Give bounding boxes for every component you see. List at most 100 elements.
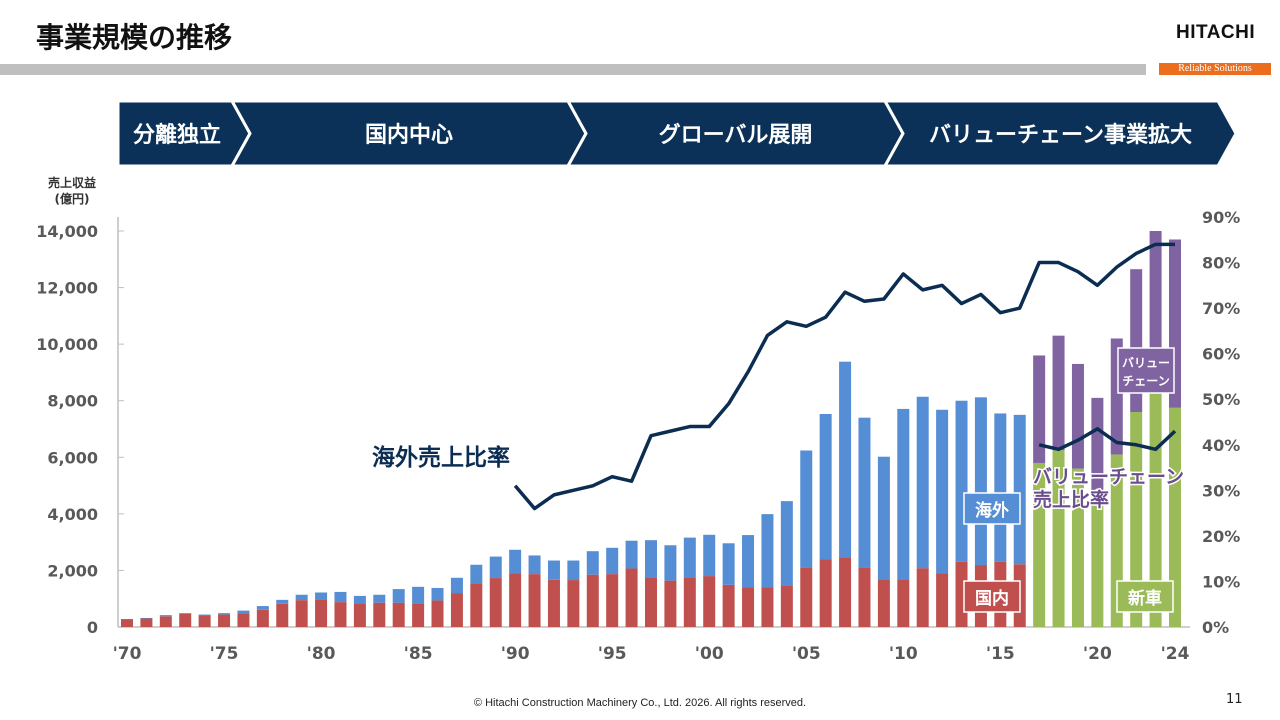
y2-tick-label: 30% <box>1202 481 1240 500</box>
value-chain-ratio-label-1: バリューチェーン <box>1033 466 1184 488</box>
x-tick-label: '24 <box>1161 644 1190 664</box>
bar-domestic <box>295 600 308 627</box>
phase-label: グローバル展開 <box>659 122 813 148</box>
bar-overseas <box>780 501 793 586</box>
y2-tick-label: 20% <box>1202 527 1240 546</box>
bar-overseas <box>373 594 386 603</box>
bar-new-machine <box>1149 392 1162 627</box>
value-chain-legend-label-2: チェーン <box>1122 374 1169 388</box>
bar-new-machine <box>1033 462 1046 627</box>
copyright: © Hitachi Construction Machinery Co., Lt… <box>473 697 807 709</box>
page-title: 事業規模の推移 <box>36 21 233 54</box>
bar-overseas <box>819 414 832 560</box>
bar-overseas <box>353 595 366 604</box>
phase-chevron <box>882 99 1238 168</box>
bar-overseas <box>237 610 250 614</box>
bar-domestic <box>683 577 696 627</box>
line-value-chain-ratio <box>1038 427 1177 452</box>
y-axis-label-line2: (億円) <box>54 192 90 206</box>
bar-value-chain <box>1091 397 1104 492</box>
bar-overseas <box>625 540 638 569</box>
bar-domestic <box>334 602 347 627</box>
bar-overseas <box>703 534 716 577</box>
bar-overseas <box>877 456 890 580</box>
bar-new-machine <box>1071 468 1084 627</box>
bar-domestic <box>470 583 483 627</box>
bar-domestic <box>237 613 250 627</box>
bar-domestic <box>276 603 289 627</box>
bar-new-machine <box>1169 407 1181 627</box>
bar-new-machine <box>1130 412 1143 627</box>
page-number: 11 <box>1226 692 1243 707</box>
x-tick-label: '85 <box>404 644 433 664</box>
bar-overseas <box>916 396 929 569</box>
bar-domestic <box>315 599 328 627</box>
bar-domestic <box>567 580 580 627</box>
x-tick-label: '90 <box>501 644 530 664</box>
bar-overseas <box>994 413 1007 562</box>
bar-domestic <box>412 603 425 627</box>
bar-domestic <box>761 587 774 627</box>
bar-overseas <box>683 537 696 578</box>
y-tick-label: 8,000 <box>47 392 98 411</box>
y2-tick-label: 50% <box>1202 390 1240 409</box>
bar-domestic <box>858 567 871 627</box>
phase-label: 分離独立 <box>133 122 221 148</box>
bar-overseas <box>645 540 657 578</box>
bar-overseas <box>974 397 987 566</box>
y-tick-label: 14,000 <box>36 222 98 241</box>
header-rule <box>0 64 1146 75</box>
x-tick-label: '00 <box>695 644 724 664</box>
x-tick-label: '95 <box>598 644 627 664</box>
bar-overseas <box>586 551 599 575</box>
bar-overseas <box>179 613 192 614</box>
bar-overseas <box>800 450 813 568</box>
bar-overseas <box>742 535 755 588</box>
bar-domestic <box>625 568 638 627</box>
y-tick-label: 0 <box>87 618 98 637</box>
bar-overseas <box>276 599 289 604</box>
bar-domestic <box>140 618 153 627</box>
bar-overseas <box>450 577 463 594</box>
phase-label: バリューチェーン事業拡大 <box>929 122 1192 148</box>
bar-overseas <box>412 586 425 604</box>
bar-domestic <box>159 616 172 627</box>
y2-tick-label: 10% <box>1202 572 1240 591</box>
y-tick-label: 12,000 <box>36 279 98 298</box>
bar-domestic <box>916 568 929 627</box>
domestic-legend-label: 国内 <box>975 588 1009 609</box>
value-chain-ratio-label-2: 売上比率 <box>1033 488 1109 511</box>
x-tick-label: '10 <box>889 644 918 664</box>
bar-domestic <box>703 576 716 627</box>
bar-overseas <box>664 545 677 581</box>
domestic-legend-box <box>963 580 1021 613</box>
bar-domestic <box>722 584 735 627</box>
x-tick-label: '15 <box>986 644 1015 664</box>
bar-overseas <box>470 564 483 584</box>
bar-domestic <box>547 579 560 627</box>
hitachi-logo: HITACHI <box>1176 22 1256 43</box>
bar-value-chain <box>1033 355 1046 463</box>
bar-overseas <box>606 547 619 575</box>
new-machine-legend-label: 新車 <box>1128 588 1162 609</box>
y-axis-label: 売上収益 (億円) <box>40 175 104 207</box>
bar-value-chain <box>1052 335 1065 451</box>
bar-domestic <box>256 609 269 627</box>
bar-domestic <box>780 585 793 627</box>
bar-domestic <box>664 580 677 627</box>
bar-overseas <box>315 592 328 600</box>
y2-tick-label: 80% <box>1202 254 1240 273</box>
bar-domestic <box>897 579 910 627</box>
bar-overseas <box>897 408 910 580</box>
y-tick-label: 4,000 <box>47 505 98 524</box>
bar-domestic <box>489 578 502 627</box>
overseas-legend-label: 海外 <box>975 500 1009 521</box>
bar-domestic <box>877 579 890 627</box>
bar-overseas <box>256 606 269 610</box>
bar-domestic <box>528 574 541 627</box>
line-overseas-ratio <box>513 242 1175 511</box>
bar-overseas <box>722 543 735 585</box>
bar-domestic <box>218 614 231 627</box>
x-tick-label: '75 <box>210 644 239 664</box>
bar-domestic <box>392 602 405 627</box>
